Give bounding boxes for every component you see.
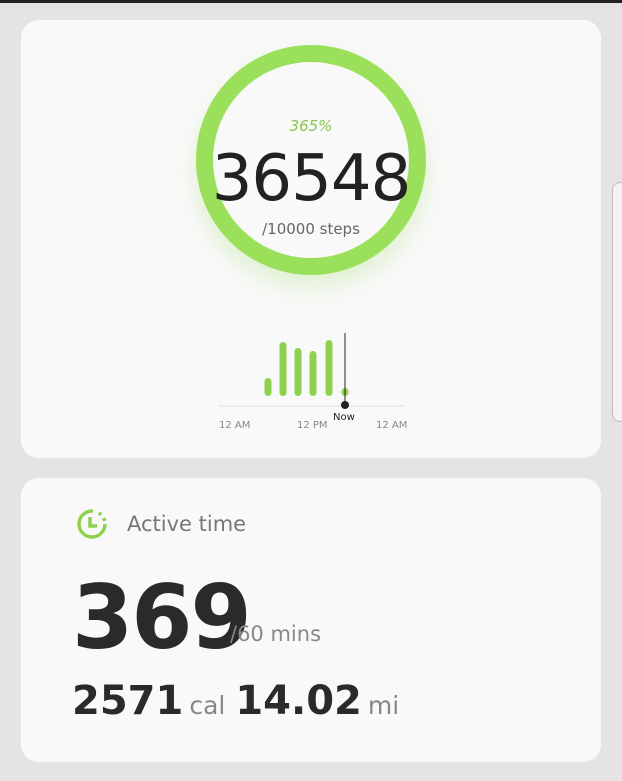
now-label: Now [333,412,355,423]
edge-panel-handle[interactable] [612,182,622,422]
steps-goal: /10000 steps [262,220,360,238]
steps-count: 36548 [211,142,412,216]
status-bar [0,0,622,3]
steps-percent: 365% [289,117,333,135]
stats-row: 2571 cal 14.02 mi [72,678,409,724]
x-label-mid: 12 PM [297,420,328,431]
distance-unit: mi [367,691,400,720]
active-time-card[interactable] [21,478,601,762]
calories-value: 2571 [72,678,184,724]
clock-icon [77,509,107,539]
distance-value: 14.02 [235,678,362,724]
active-minutes: 369 [72,566,252,669]
x-label-end: 12 AM [376,420,408,431]
calories-unit: cal [189,691,226,720]
x-label-start: 12 AM [219,420,251,431]
active-time-title: Active time [127,512,247,536]
active-goal: /60 mins [230,622,322,646]
